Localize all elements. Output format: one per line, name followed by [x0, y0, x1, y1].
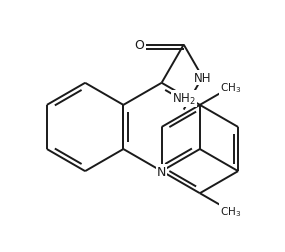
Text: CH$_3$: CH$_3$ [220, 204, 241, 218]
Text: O: O [134, 39, 144, 52]
Text: NH: NH [194, 71, 211, 84]
Text: NH$_2$: NH$_2$ [172, 91, 196, 107]
Text: N: N [157, 165, 166, 178]
Text: CH$_3$: CH$_3$ [220, 81, 241, 95]
